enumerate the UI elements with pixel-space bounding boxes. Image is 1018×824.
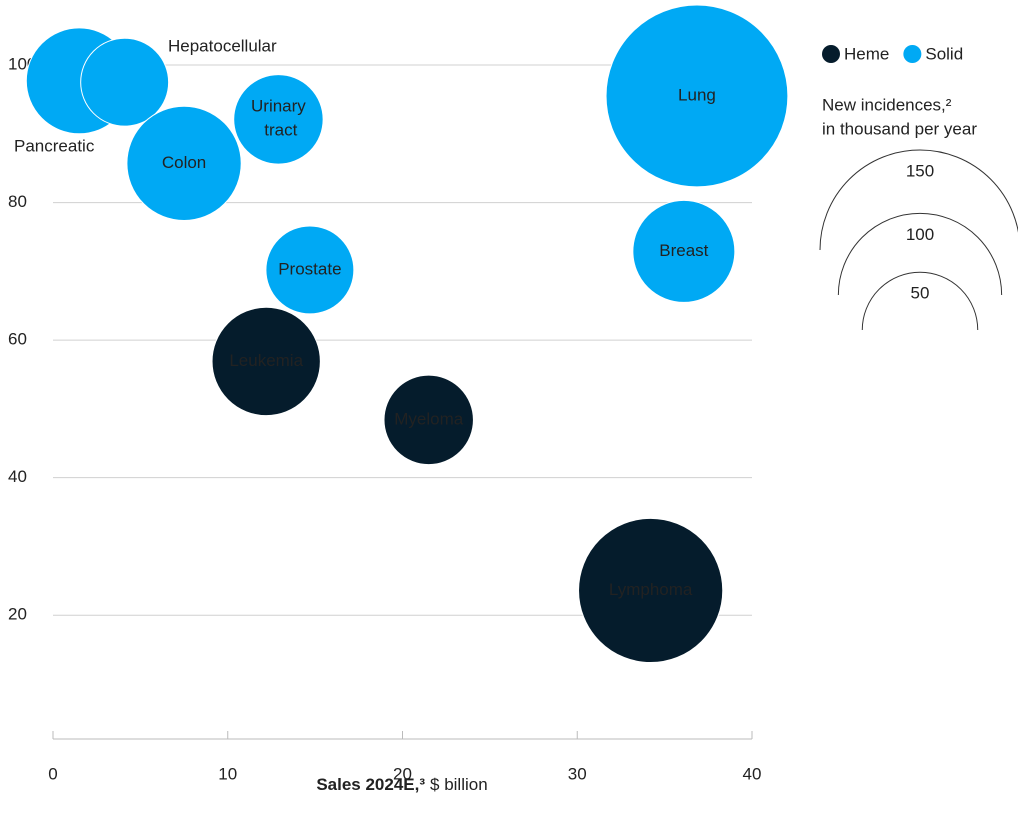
legend-swatch (822, 45, 840, 63)
bubble (605, 4, 789, 188)
bubble (80, 37, 170, 127)
x-tick-label: 0 (48, 764, 57, 783)
bubble-label: Prostate (278, 259, 341, 278)
size-title: New incidences,² (822, 95, 952, 114)
bubble-label: Leukemia (229, 351, 303, 370)
x-tick-label: 20 (393, 764, 412, 783)
size-title: in thousand per year (822, 119, 977, 138)
bubble-label-line: Urinary (251, 97, 306, 116)
legend-swatch (903, 45, 922, 63)
x-axis-label-bold: Sales 2024E,³ (316, 775, 425, 794)
size-legend-label: 50 (911, 284, 930, 303)
y-tick-label: 80 (8, 192, 27, 211)
bubble-label: Urinary tract (251, 97, 306, 140)
size-legend-label: 100 (906, 225, 934, 244)
y-tick-label: 40 (8, 467, 27, 486)
bubble (383, 374, 474, 466)
bubble (265, 225, 355, 315)
bubble-label: Myeloma (394, 409, 464, 428)
bubble-label: Hepatocellular (168, 36, 277, 55)
bubble-label-line: tract (260, 121, 298, 140)
bubble-label: Pancreatic (14, 136, 95, 155)
y-tick-label: 20 (8, 605, 27, 624)
legend-label: Heme (844, 44, 889, 63)
x-tick-label: 40 (743, 764, 762, 783)
bubble-label: Colon (162, 153, 206, 172)
bubble-label: Breast (659, 241, 708, 260)
size-legend-label: 150 (906, 161, 934, 180)
legend-label: Solid (925, 44, 963, 63)
bubble-label: Lymphoma (609, 580, 693, 599)
bubble (233, 74, 324, 165)
bubble (126, 105, 242, 222)
size-legend-arc (861, 271, 979, 331)
size-legend-arc (837, 212, 1003, 296)
y-tick-label: 60 (8, 330, 27, 349)
x-axis-label: Sales 2024E,³ $ billion (316, 775, 487, 794)
bubble (578, 517, 724, 664)
x-tick-label: 30 (568, 764, 587, 783)
x-tick-label: 10 (218, 764, 237, 783)
size-legend-arc (819, 149, 1018, 251)
bubble-label: Lung (678, 85, 716, 104)
bubble (211, 306, 321, 417)
x-axis-label-unit: $ billion (430, 775, 488, 794)
bubble (632, 199, 736, 303)
